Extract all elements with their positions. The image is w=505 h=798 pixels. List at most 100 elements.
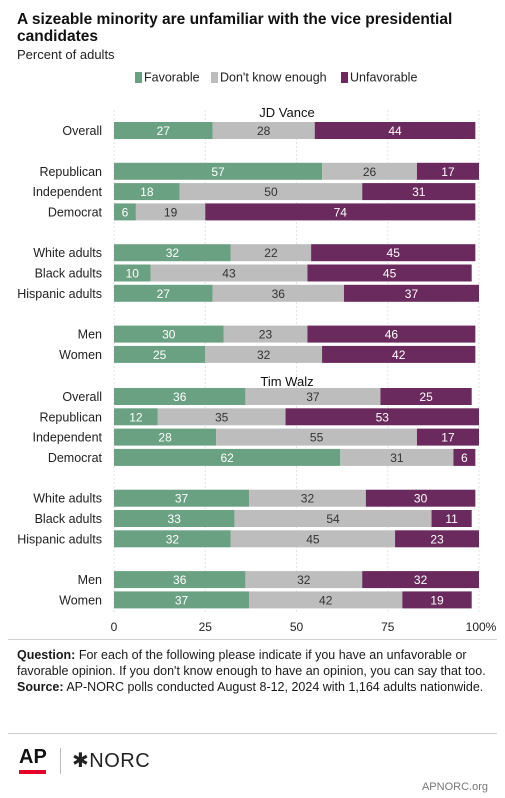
bar-segment	[114, 489, 250, 507]
data-label: 37	[306, 390, 320, 404]
bar-segment	[205, 345, 323, 363]
bar-segment	[245, 571, 363, 589]
data-label: 32	[414, 573, 428, 587]
bar-segment	[416, 428, 479, 446]
data-label: 62	[220, 451, 234, 465]
data-label: 30	[414, 492, 428, 506]
bar-segment	[402, 591, 472, 609]
data-label: 50	[264, 185, 278, 199]
data-label: 27	[157, 287, 171, 301]
site-url: APNORC.org	[421, 781, 488, 793]
source-note: Source: AP-NORC polls conducted August 8…	[17, 679, 495, 695]
data-label: 28	[158, 431, 172, 445]
legend-label: Unfavorable	[350, 71, 417, 85]
bar-segment	[311, 244, 476, 262]
data-label: 12	[129, 410, 143, 424]
bar-segment	[114, 284, 213, 302]
data-label: 32	[166, 532, 180, 546]
bar-segment	[205, 203, 476, 221]
data-label: 33	[168, 512, 182, 526]
data-label: 6	[461, 451, 468, 465]
legend-label: Favorable	[144, 71, 200, 85]
data-label: 19	[430, 593, 444, 607]
bar-segment	[150, 264, 308, 282]
bar-segment	[114, 408, 158, 426]
panel-title: JD Vance	[259, 105, 314, 120]
norc-logo: ✱NORC	[72, 748, 150, 773]
bar-segment	[114, 388, 246, 405]
data-label: 26	[363, 165, 377, 179]
row-label: Overall	[62, 124, 102, 138]
x-tick-label: 0	[111, 620, 118, 634]
bar-segment	[365, 489, 476, 507]
data-label: 11	[445, 512, 458, 526]
legend-swatch	[341, 72, 348, 83]
bar-segment	[307, 264, 472, 282]
divider	[8, 639, 497, 640]
x-tick-label: 100%	[466, 620, 497, 634]
bar-segment	[179, 183, 363, 201]
data-label: 10	[126, 267, 140, 281]
bar-segment	[114, 448, 341, 466]
data-label: 45	[383, 267, 397, 281]
bar-segment	[114, 183, 180, 201]
bar-segment	[114, 162, 323, 180]
asterisk-star-icon: ✱	[72, 750, 90, 772]
bar-segment	[157, 408, 286, 426]
row-label: Independent	[32, 185, 102, 199]
logo-separator	[60, 748, 61, 774]
data-label: 32	[301, 492, 315, 506]
data-label: 57	[211, 165, 225, 179]
data-label: 6	[122, 205, 129, 219]
row-label: Republican	[39, 410, 102, 424]
row-label: White adults	[33, 246, 102, 260]
data-label: 36	[173, 390, 187, 404]
bar-segment	[114, 530, 231, 548]
bar-segment	[114, 571, 246, 589]
data-label: 17	[441, 431, 455, 445]
data-label: 32	[297, 573, 311, 587]
row-label: White adults	[33, 492, 102, 506]
bar-segment	[285, 408, 479, 426]
bar-segment	[234, 510, 432, 527]
data-label: 31	[390, 451, 404, 465]
bar-segment	[230, 530, 396, 548]
ap-logo: AP	[19, 746, 47, 768]
data-label: 35	[215, 410, 229, 424]
bar-segment	[249, 489, 366, 507]
panel-title: Tim Walz	[260, 374, 313, 389]
bar-segment	[322, 162, 417, 180]
bar-segment	[212, 284, 344, 302]
data-label: 37	[175, 593, 189, 607]
question-text: For each of the following please indicat…	[17, 648, 486, 678]
data-label: 23	[430, 532, 444, 546]
data-label: 36	[173, 573, 187, 587]
bar-segment	[416, 162, 479, 180]
source-label: Source:	[17, 680, 64, 694]
divider	[8, 733, 497, 734]
data-label: 19	[164, 205, 178, 219]
bar-segment	[216, 428, 417, 446]
row-label: Black adults	[35, 267, 102, 281]
row-label: Overall	[62, 390, 102, 404]
bar-segment	[135, 203, 206, 221]
data-label: 25	[153, 348, 167, 362]
bar-segment	[114, 122, 213, 139]
row-label: Democrat	[48, 451, 103, 465]
bar-segment	[114, 591, 250, 609]
bar-segment	[114, 244, 231, 262]
data-label: 46	[385, 328, 399, 342]
bar-segment	[223, 325, 308, 343]
data-label: 31	[412, 185, 426, 199]
data-label: 54	[326, 512, 340, 526]
bar-segment	[114, 325, 224, 343]
row-label: Black adults	[35, 512, 102, 526]
data-label: 44	[388, 124, 402, 138]
row-label: Republican	[39, 165, 102, 179]
row-label: Men	[78, 328, 102, 342]
row-label: Hispanic adults	[17, 287, 102, 301]
bar-segment	[322, 345, 476, 363]
bar-segment	[249, 591, 403, 609]
bar-segment	[362, 571, 479, 589]
bar-segment	[230, 244, 312, 262]
